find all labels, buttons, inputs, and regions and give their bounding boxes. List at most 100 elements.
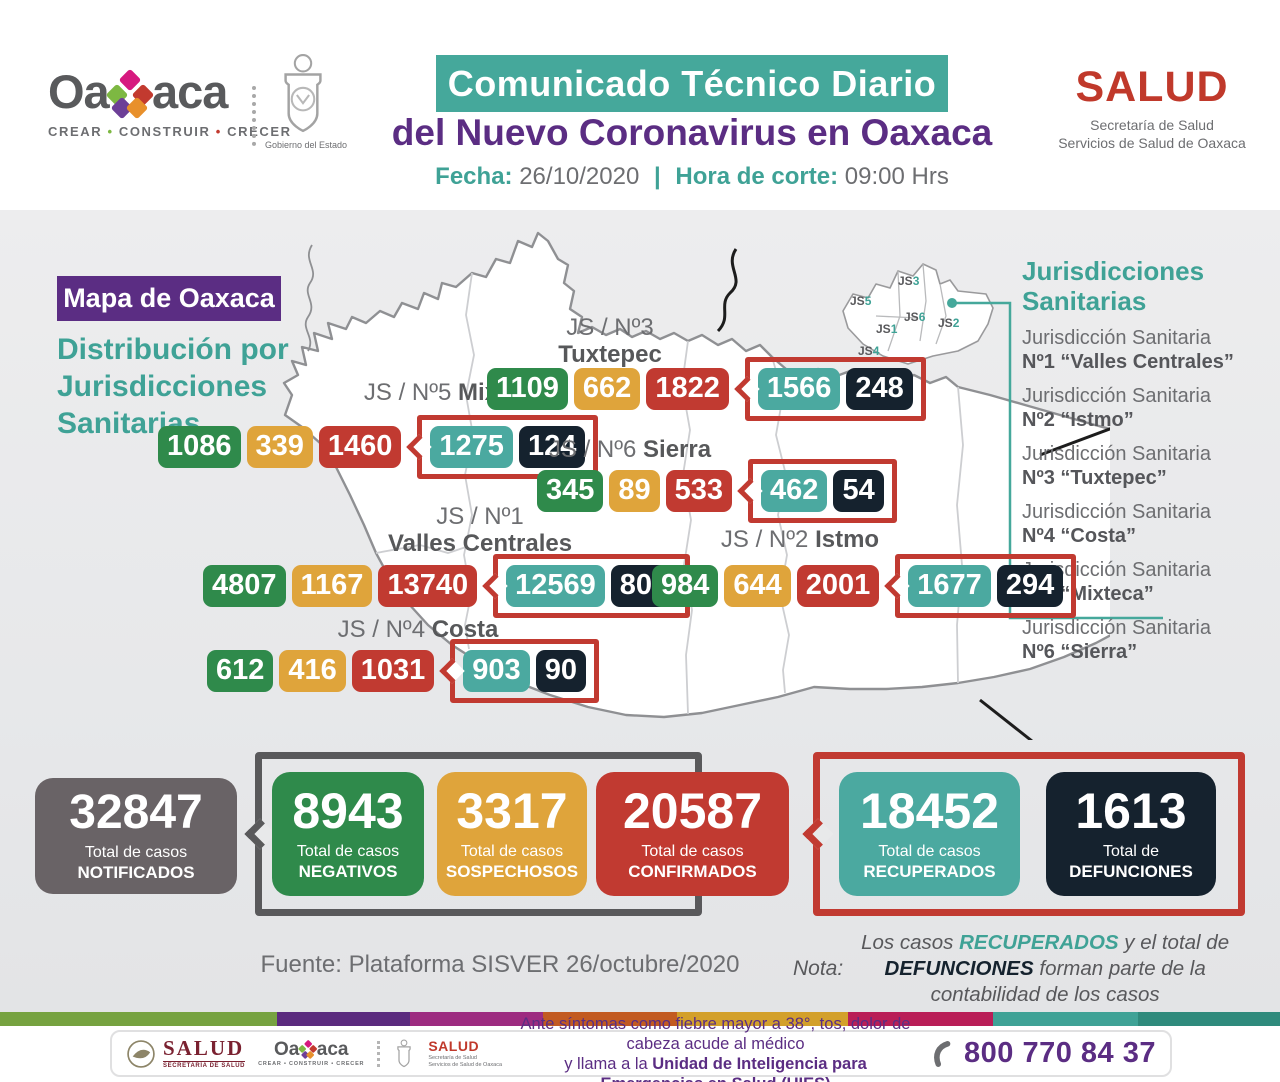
hora-value: 09:00 Hrs bbox=[844, 163, 949, 190]
map-title-badge: Mapa de Oaxaca bbox=[57, 276, 281, 321]
row-valles-centrales: 4807 1167 13740 12569 803 bbox=[203, 554, 691, 618]
salud-logo-sub: Secretaría de Salud Servicios de Salud de… bbox=[1058, 117, 1246, 151]
dotted-divider bbox=[252, 86, 256, 146]
costa-negativos: 612 bbox=[207, 650, 274, 692]
panel-item-6: Jurisdicción Sanitaria Nº6 “Sierra” bbox=[1022, 617, 1211, 663]
card-recuperados: 18452 Total de casos RECUPERADOS bbox=[839, 772, 1020, 896]
footer-bar: SALUD SECRETARÍA DE SALUD Oa aca CREAR • C… bbox=[110, 1015, 1172, 1082]
label-costa: JS / Nº4 Costa bbox=[337, 616, 499, 643]
inset-label-js5: JS5 bbox=[850, 294, 872, 308]
panel-item-1: Jurisdicción Sanitaria Nº1 “Valles Centra… bbox=[1022, 327, 1234, 373]
title-banner-text: Comunicado Técnico Diario bbox=[447, 62, 937, 104]
row-mixteca: 1086 339 1460 1275 124 bbox=[158, 415, 599, 479]
salud-logo-text: SALUD bbox=[1075, 63, 1229, 111]
inset-label-js2: JS2 bbox=[938, 316, 960, 330]
federal-salud-logo: SALUD SECRETARÍA DE SALUD bbox=[126, 1038, 246, 1069]
fecha-value: 26/10/2020 bbox=[519, 163, 640, 190]
oaxaca-tagline: CREAR • CONSTRUIR • CRECER bbox=[48, 124, 292, 139]
panel-item-4: Jurisdicción Sanitaria Nº4 “Costa” bbox=[1022, 501, 1211, 547]
footer bbox=[0, 1026, 1280, 1082]
costa-recuperados: 903 bbox=[463, 650, 530, 692]
river-line bbox=[304, 244, 315, 352]
color-stripe bbox=[0, 1012, 1280, 1026]
row-tuxtepec: 1109 662 1822 1566 248 bbox=[487, 357, 926, 421]
outcomes-box bbox=[813, 752, 1245, 916]
card-defunciones: 1613 Total de DEFUNCIONES bbox=[1046, 772, 1216, 896]
date-line: Fecha: 26/10/2020 | Hora de corte: 09:00… bbox=[340, 163, 1044, 191]
mixteca-negativos: 1086 bbox=[158, 426, 241, 468]
tuxtepec-defunciones: 248 bbox=[846, 368, 913, 410]
valles-sospechosos: 1167 bbox=[291, 565, 373, 607]
istmo-negativos: 984 bbox=[652, 565, 719, 607]
sierra-recuperados-defunciones-box: 462 54 bbox=[748, 459, 897, 523]
tuxtepec-confirmados: 1822 bbox=[646, 368, 729, 410]
tuxtepec-negativos: 1109 bbox=[487, 368, 568, 410]
hora-label: Hora de corte: bbox=[675, 163, 839, 190]
inset-label-js4: JS4 bbox=[858, 344, 880, 358]
subtitle: del Nuevo Coronavirus en Oaxaca bbox=[391, 112, 993, 153]
costa-recuperados-defunciones-box: 903 90 bbox=[450, 639, 599, 703]
gobierno-caption: Gobierno del Estado bbox=[264, 140, 348, 150]
salud-logo: SALUD Secretaría de Salud Servicios de Sa… bbox=[1040, 66, 1264, 152]
tuxtepec-recuperados-defunciones-box: 1566 248 bbox=[744, 357, 926, 421]
row-costa: 612 416 1031 903 90 bbox=[207, 639, 599, 703]
oaxaca-diamonds-icon bbox=[105, 68, 154, 120]
oaxaca-mini-logo: Oa aca CREAR • CONSTRUIR • CRECER bbox=[258, 1039, 365, 1067]
note-label: Nota: bbox=[793, 957, 844, 980]
eagle-crest-icon bbox=[127, 1039, 155, 1068]
panel-title: Jurisdicciones Sanitarias bbox=[1022, 256, 1205, 316]
fecha-label: Fecha: bbox=[435, 163, 513, 190]
phone-block: 800 770 84 37 bbox=[929, 1037, 1156, 1070]
card-notificados: 32847 Total de casos NOTIFICADOS bbox=[35, 778, 237, 894]
istmo-confirmados: 2001 bbox=[796, 565, 880, 607]
date-separator: | bbox=[654, 163, 661, 190]
istmo-defunciones: 294 bbox=[996, 565, 1064, 607]
card-confirmados: 20587 Total de casos CONFIRMADOS bbox=[596, 772, 789, 896]
sierra-confirmados: 533 bbox=[665, 470, 733, 512]
north-border-line bbox=[716, 248, 738, 333]
northeast-border-mark bbox=[1039, 427, 1110, 457]
istmo-recuperados-defunciones-box: 1677 294 bbox=[895, 554, 1077, 618]
valles-negativos: 4807 bbox=[203, 565, 286, 607]
inset-label-js3: JS3 bbox=[898, 274, 920, 288]
salud-oaxaca-mini-logo: SALUD Secretaría de Salud Servicios de Sa… bbox=[428, 1038, 503, 1068]
card-negativos: 8943 Total de casos NEGATIVOS bbox=[272, 772, 424, 896]
istmo-sospechosos: 644 bbox=[724, 565, 791, 607]
istmo-recuperados: 1677 bbox=[908, 565, 991, 607]
sierra-negativos: 345 bbox=[537, 470, 604, 512]
southeast-border-mark bbox=[979, 698, 1033, 740]
card-sospechosos: 3317 Total de casos SOSPECHOSOS bbox=[437, 772, 587, 896]
mixteca-recuperados-defunciones-box: 1275 124 bbox=[417, 415, 599, 479]
gobierno-crest-icon bbox=[272, 52, 334, 143]
costa-defunciones: 90 bbox=[535, 650, 586, 692]
panel-item-2: Jurisdicción Sanitaria Nº2 “Istmo” bbox=[1022, 385, 1211, 431]
note-text: Los casos RECUPERADOS y el total de DEFU… bbox=[861, 931, 1230, 1032]
gobierno-mini-crest-icon bbox=[397, 1039, 412, 1067]
sierra-defunciones: 54 bbox=[833, 470, 884, 512]
valles-confirmados: 13740 bbox=[378, 565, 478, 607]
phone-icon bbox=[934, 1040, 951, 1067]
label-valles-centrales: JS / Nº1 Valles Centrales bbox=[387, 503, 573, 557]
oaxaca-logo-text: Oa bbox=[48, 65, 110, 118]
tuxtepec-sospechosos: 662 bbox=[573, 368, 641, 410]
valles-recuperados: 12569 bbox=[506, 565, 605, 607]
source-caption: Fuente: Plataforma SISVER 26/octubre/202… bbox=[260, 951, 740, 978]
inset-label-js6: JS6 bbox=[904, 310, 926, 324]
costa-confirmados: 1031 bbox=[351, 650, 435, 692]
oaxaca-logo: Oa aca bbox=[48, 65, 228, 120]
footer-advice-text: Ante síntomas como fiebre mayor a 38°, t… bbox=[520, 1014, 911, 1082]
sierra-recuperados: 462 bbox=[761, 470, 828, 512]
mixteca-confirmados: 1460 bbox=[318, 426, 402, 468]
sierra-sospechosos: 89 bbox=[609, 470, 660, 512]
mixteca-recuperados: 1275 bbox=[430, 426, 513, 468]
inset-connector-line bbox=[947, 298, 1163, 620]
panel-item-3: Jurisdicción Sanitaria Nº3 “Tuxtepec” bbox=[1022, 443, 1211, 489]
footer-dotted-divider bbox=[377, 1040, 381, 1067]
costa-sospechosos: 416 bbox=[279, 650, 346, 692]
phone-number: 800 770 84 37 bbox=[964, 1037, 1156, 1069]
row-istmo: 984 644 2001 1677 294 bbox=[652, 554, 1077, 618]
title-banner: Comunicado Técnico Diario bbox=[436, 55, 948, 112]
row-sierra: 345 89 533 462 54 bbox=[537, 459, 897, 523]
header: Oa aca CREAR • CONSTRUIR • CRECER Gobiern… bbox=[0, 0, 1280, 210]
